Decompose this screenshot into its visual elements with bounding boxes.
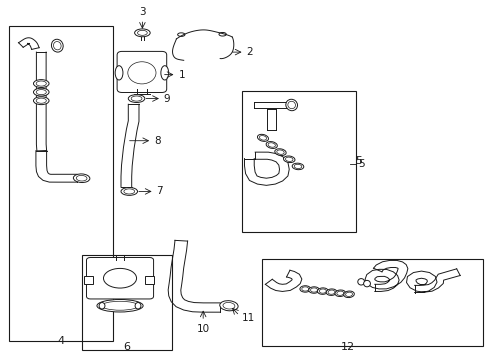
Ellipse shape <box>223 302 234 309</box>
Bar <box>242 91 356 232</box>
Ellipse shape <box>294 164 301 168</box>
Ellipse shape <box>161 66 168 80</box>
Text: 6: 6 <box>122 342 130 352</box>
Ellipse shape <box>334 290 345 297</box>
Text: 12: 12 <box>340 342 354 352</box>
Ellipse shape <box>123 189 134 194</box>
Ellipse shape <box>257 134 268 141</box>
Ellipse shape <box>259 136 266 140</box>
Bar <box>261 258 482 346</box>
Ellipse shape <box>327 290 334 294</box>
Text: 8: 8 <box>154 136 161 146</box>
Ellipse shape <box>345 292 352 296</box>
Bar <box>144 276 153 284</box>
Ellipse shape <box>319 289 325 293</box>
Ellipse shape <box>135 302 141 309</box>
Ellipse shape <box>53 41 61 50</box>
Ellipse shape <box>363 280 370 287</box>
Text: 5: 5 <box>358 159 364 169</box>
Ellipse shape <box>308 287 319 293</box>
Ellipse shape <box>299 286 310 292</box>
Ellipse shape <box>128 95 144 103</box>
Ellipse shape <box>33 80 49 87</box>
Ellipse shape <box>357 279 364 285</box>
Ellipse shape <box>287 101 295 109</box>
Ellipse shape <box>325 289 336 296</box>
Text: 9: 9 <box>163 94 170 104</box>
Ellipse shape <box>292 163 303 170</box>
Ellipse shape <box>343 291 354 298</box>
Text: 10: 10 <box>196 324 209 334</box>
Ellipse shape <box>97 300 143 312</box>
Text: 11: 11 <box>241 313 254 323</box>
Ellipse shape <box>177 33 184 36</box>
Ellipse shape <box>73 174 90 183</box>
Ellipse shape <box>283 156 294 163</box>
Ellipse shape <box>219 32 226 36</box>
Ellipse shape <box>336 291 343 295</box>
Ellipse shape <box>301 287 308 291</box>
Text: 4: 4 <box>57 336 64 346</box>
Ellipse shape <box>33 97 49 105</box>
Ellipse shape <box>121 188 137 195</box>
Ellipse shape <box>265 141 277 148</box>
Text: 1: 1 <box>178 69 184 80</box>
Ellipse shape <box>36 90 46 95</box>
Bar <box>9 26 113 341</box>
Bar <box>84 276 93 284</box>
Ellipse shape <box>285 99 297 111</box>
Ellipse shape <box>285 157 292 161</box>
Ellipse shape <box>276 150 284 154</box>
Text: 2: 2 <box>246 47 253 57</box>
Ellipse shape <box>310 288 317 292</box>
FancyBboxPatch shape <box>117 51 166 93</box>
Ellipse shape <box>36 81 46 86</box>
Ellipse shape <box>76 175 87 181</box>
Ellipse shape <box>274 149 285 156</box>
Ellipse shape <box>134 29 150 37</box>
Text: 5: 5 <box>355 156 362 166</box>
Ellipse shape <box>219 301 238 311</box>
Ellipse shape <box>51 39 63 52</box>
Ellipse shape <box>131 96 142 101</box>
FancyBboxPatch shape <box>86 257 153 299</box>
Bar <box>81 255 171 350</box>
Text: 7: 7 <box>156 186 163 197</box>
Ellipse shape <box>99 302 105 309</box>
Ellipse shape <box>267 143 275 147</box>
Ellipse shape <box>115 66 122 80</box>
Text: 3: 3 <box>139 7 145 17</box>
Ellipse shape <box>33 88 49 96</box>
Ellipse shape <box>137 30 147 35</box>
Ellipse shape <box>317 288 327 294</box>
Ellipse shape <box>36 98 46 103</box>
